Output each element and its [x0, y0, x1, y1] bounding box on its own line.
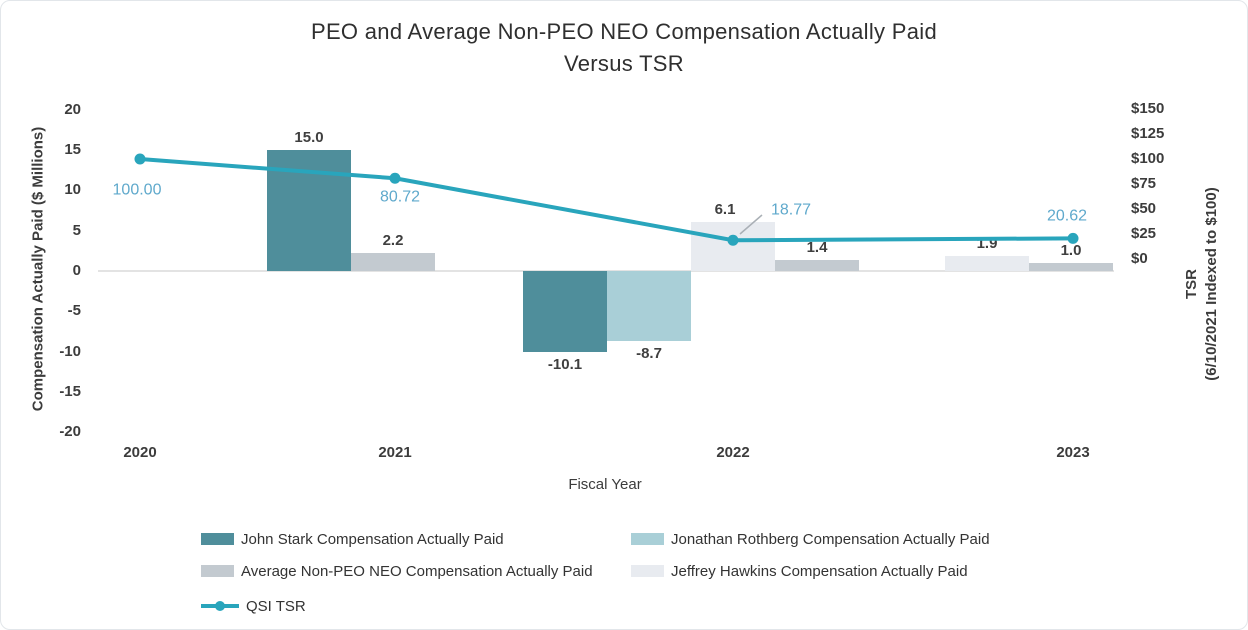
chart-title-line1: PEO and Average Non-PEO NEO Compensation…: [310, 19, 937, 44]
right-axis-tick: $150: [1131, 100, 1165, 117]
legend-line-dot: [215, 601, 225, 611]
x-axis-tick: 2023: [1056, 444, 1090, 461]
bar-value-label: 2.2: [382, 232, 404, 250]
bar: [523, 271, 607, 353]
bar-value-label: 1.0: [1060, 241, 1082, 259]
tsr-value-label: 20.62: [1046, 207, 1088, 225]
bar-value-label: 15.0: [294, 129, 324, 147]
x-axis-tick: 2020: [123, 444, 157, 461]
legend-item: Jonathan Rothberg Compensation Actually …: [631, 530, 990, 548]
bar: [691, 221, 775, 271]
legend-swatch: [201, 565, 234, 577]
right-axis-title-line2: (6/10/2021 Indexed to $100): [1203, 187, 1220, 381]
bar: [351, 253, 435, 271]
right-axis-title-line1: TSR: [1183, 269, 1200, 299]
legend-label: QSI TSR: [246, 597, 306, 615]
bar: [945, 255, 1029, 271]
legend-item: John Stark Compensation Actually Paid: [201, 530, 504, 548]
legend-swatch: [631, 533, 664, 545]
legend-swatch: [631, 565, 664, 577]
tsr-point: [134, 153, 146, 165]
right-axis-tick: $125: [1131, 125, 1165, 142]
left-axis-tick: -20: [59, 423, 81, 441]
x-axis-tick: 2021: [378, 444, 412, 461]
tsr-value-label: 18.77: [770, 201, 812, 219]
left-axis-tick: 15: [64, 141, 81, 159]
bar: [1029, 262, 1113, 271]
chart-title-line2: Versus TSR: [564, 51, 684, 76]
left-axis-tick: -15: [59, 382, 81, 400]
left-axis-tick: 20: [64, 100, 81, 118]
right-axis-tick: $0: [1131, 250, 1148, 267]
tsr-point: [389, 172, 401, 184]
legend-label: Jeffrey Hawkins Compensation Actually Pa…: [671, 562, 968, 580]
right-axis-tick: $100: [1131, 150, 1165, 167]
bar-value-label: 6.1: [714, 200, 736, 218]
legend-item: Average Non-PEO NEO Compensation Actuall…: [201, 562, 593, 580]
bar: [267, 150, 351, 271]
right-axis-tick: $75: [1131, 175, 1157, 192]
left-axis-tick: 0: [72, 262, 81, 279]
left-axis-tick: -10: [59, 342, 81, 360]
bar-value-label: -10.1: [547, 356, 583, 374]
right-axis-title: TSR (6/10/2021 Indexed to $100): [1182, 187, 1222, 380]
legend-line-marker: [201, 600, 239, 612]
bar-value-label: 1.4: [806, 238, 828, 256]
legend-swatch: [201, 533, 234, 545]
right-axis-tick: $50: [1131, 200, 1157, 217]
x-axis-title: Fiscal Year: [568, 476, 642, 493]
legend-item: QSI TSR: [201, 597, 306, 615]
left-axis-tick: 5: [72, 221, 81, 239]
x-axis-tick: 2022: [716, 444, 750, 461]
legend-item: Jeffrey Hawkins Compensation Actually Pa…: [631, 562, 968, 580]
legend-label: Jonathan Rothberg Compensation Actually …: [671, 530, 990, 548]
tsr-value-label: 80.72: [379, 188, 421, 206]
right-axis-tick: $25: [1131, 225, 1157, 242]
bar: [607, 271, 691, 342]
left-axis-tick: 10: [64, 181, 81, 199]
left-axis-tick: -5: [67, 302, 81, 320]
bar-value-label: 1.9: [976, 234, 998, 252]
tsr-value-label: 100.00: [112, 181, 162, 199]
legend-label: Average Non-PEO NEO Compensation Actuall…: [241, 562, 593, 580]
bar: [775, 259, 859, 271]
legend-label: John Stark Compensation Actually Paid: [241, 530, 504, 548]
bar-value-label: -8.7: [636, 345, 662, 363]
